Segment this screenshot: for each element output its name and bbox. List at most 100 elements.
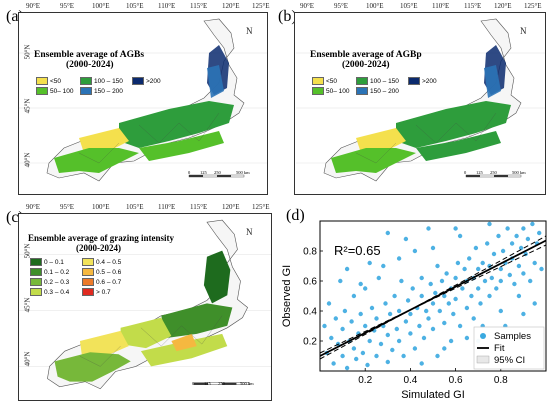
panel-b-label: (b) bbox=[278, 8, 297, 25]
sample-point bbox=[430, 301, 436, 306]
lon-tick: 115°E bbox=[190, 203, 208, 211]
sample-point bbox=[426, 316, 431, 321]
sample-point bbox=[385, 230, 390, 236]
panel-c-legend: 0 – 0.1 0.4 – 0.5 0.1 – 0.2 0.5 – 0.6 0.… bbox=[30, 258, 140, 302]
sample-point bbox=[399, 278, 404, 284]
sample-point bbox=[349, 319, 354, 324]
x-tick-label: 0.6 bbox=[449, 375, 463, 386]
sample-point bbox=[430, 326, 436, 332]
legend-item: 100 – 150 bbox=[356, 77, 399, 85]
lon-tick: 110°E bbox=[432, 2, 450, 10]
sample-point bbox=[439, 278, 445, 284]
lon-tick: 125°E bbox=[524, 2, 542, 10]
legend-label: 0.1 – 0.2 bbox=[44, 268, 70, 276]
sample-point bbox=[487, 263, 492, 269]
x-tick-label: 0.4 bbox=[403, 375, 417, 386]
sample-point bbox=[351, 293, 357, 299]
legend-item: > 0.7 bbox=[82, 288, 111, 296]
panel-a-map-frame bbox=[18, 12, 268, 195]
legend-ci-marker bbox=[476, 355, 490, 364]
sample-point bbox=[500, 248, 506, 254]
legend-label: >200 bbox=[422, 77, 437, 85]
sample-point bbox=[489, 275, 494, 281]
sample-point bbox=[338, 278, 343, 284]
legend-swatch bbox=[82, 258, 94, 266]
scale-label: 250 bbox=[214, 170, 221, 175]
sample-point bbox=[381, 263, 386, 269]
legend-label: <50 bbox=[50, 77, 62, 85]
panel-a-map bbox=[19, 18, 267, 182]
legend-item: <50 bbox=[36, 77, 61, 85]
lon-tick: 100°E bbox=[92, 2, 110, 10]
lon-tick: 100°E bbox=[366, 2, 384, 10]
sample-point bbox=[428, 281, 433, 287]
sample-point bbox=[363, 286, 368, 291]
sample-point bbox=[514, 233, 519, 239]
legend-label: 0.4 – 0.5 bbox=[96, 258, 122, 266]
legend-swatch bbox=[36, 77, 48, 85]
legend-swatch bbox=[82, 268, 94, 276]
x-tick-label: 0.8 bbox=[494, 375, 508, 386]
sample-point bbox=[333, 316, 338, 321]
sample-point bbox=[396, 308, 402, 314]
sample-point bbox=[512, 281, 517, 287]
lon-tick: 105°E bbox=[126, 203, 144, 211]
sample-point bbox=[457, 233, 463, 239]
legend-label: <50 bbox=[326, 77, 338, 85]
panel-d: (d) 0.2 0.4 0.6 0.8 0.2 0.4 0.6 0.8 Simulated GI… bbox=[278, 203, 550, 406]
scale-bar-c bbox=[193, 382, 250, 385]
sample-point bbox=[437, 308, 442, 314]
sample-point bbox=[478, 301, 483, 306]
north-arrow-icon: N bbox=[246, 26, 253, 36]
sample-point bbox=[329, 335, 334, 341]
sample-point bbox=[539, 266, 544, 272]
sample-point bbox=[365, 362, 370, 368]
sample-point bbox=[363, 323, 368, 329]
sample-point bbox=[419, 275, 424, 281]
panel-a-title-line1: Ensemble average of AGBs bbox=[34, 50, 145, 60]
lon-tick: 90°E bbox=[26, 2, 41, 10]
sample-point bbox=[521, 226, 526, 231]
legend-label: 0.6 – 0.7 bbox=[96, 278, 122, 286]
y-tick-label: 0.4 bbox=[303, 307, 317, 318]
sample-point bbox=[462, 266, 467, 272]
sample-point bbox=[518, 245, 524, 251]
sample-point bbox=[426, 226, 431, 231]
sample-point bbox=[403, 319, 409, 324]
sample-point bbox=[507, 272, 512, 278]
panel-b-map-frame bbox=[294, 12, 546, 195]
legend-item: 0.4 – 0.5 bbox=[82, 258, 121, 266]
sample-point bbox=[374, 316, 379, 321]
legend-label: 50– 100 bbox=[326, 87, 350, 95]
sample-point bbox=[394, 326, 399, 332]
sample-point bbox=[403, 236, 409, 242]
legend-item: 0.5 – 0.6 bbox=[82, 268, 121, 276]
legend-swatch bbox=[82, 288, 94, 296]
sample-point bbox=[396, 256, 402, 261]
sample-point bbox=[340, 326, 345, 332]
legend-item: 0.6 – 0.7 bbox=[82, 278, 121, 286]
sample-point bbox=[424, 308, 429, 314]
panel-a-legend: <50 100 – 150 >200 50– 100 150 – 200 bbox=[36, 77, 176, 97]
sample-point bbox=[446, 301, 451, 306]
sample-point bbox=[419, 361, 424, 366]
x-axis-label: Simulated GI bbox=[401, 389, 465, 401]
sample-point bbox=[505, 226, 510, 231]
legend-item: 50– 100 bbox=[312, 87, 350, 95]
lon-tick: 90°E bbox=[300, 2, 315, 10]
lon-tick: 95°E bbox=[334, 2, 349, 10]
panel-c-title-line2: (2000-2024) bbox=[76, 243, 121, 253]
north-arrow-icon: N bbox=[246, 227, 253, 237]
sample-point bbox=[521, 271, 526, 276]
sample-point bbox=[457, 323, 463, 329]
legend-item: 0.2 – 0.3 bbox=[30, 278, 69, 286]
legend-label: 100 – 150 bbox=[94, 77, 123, 85]
sample-point bbox=[387, 311, 393, 317]
legend-label: 0.2 – 0.3 bbox=[44, 278, 70, 286]
sample-point bbox=[354, 356, 359, 362]
scale-label: 0 bbox=[188, 170, 191, 175]
scale-bar-a bbox=[188, 174, 245, 178]
legend-swatch bbox=[356, 77, 368, 85]
lat-tick: 45°N bbox=[23, 98, 32, 114]
legend-label: >200 bbox=[146, 77, 161, 85]
